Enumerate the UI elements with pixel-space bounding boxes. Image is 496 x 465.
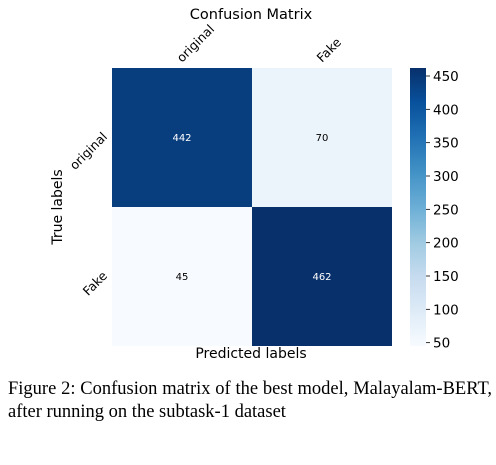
cell-value-label: 462 [312,272,331,283]
chart-title: Confusion Matrix [190,7,313,23]
heatmap-cell [252,68,392,207]
colorbar-ticks: 50 100 150 200 250 300 350 400 450 [426,69,459,352]
heatmap-cells: 442 70 45 462 [112,68,392,346]
heatmap-cell [112,68,252,207]
cell-value-label: 70 [316,133,329,144]
cell-value-label: 45 [176,272,189,283]
colorbar-tick-label: 400 [433,102,459,118]
figure-caption: Figure 2: Confusion matrix of the best m… [8,379,492,422]
heatmap-cell [112,207,252,346]
x-tick-label: Fake [314,34,345,65]
x-tick-label: original [174,21,218,65]
colorbar-tick-label: 50 [433,336,450,352]
y-tick-labels: original Fake [66,129,110,299]
colorbar-tick-label: 350 [433,136,459,152]
confusion-matrix-chart: Confusion Matrix 442 70 45 462 original Fake… [50,7,459,362]
colorbar-tick-label: 250 [433,202,459,218]
y-axis-label: True labels [50,169,66,245]
x-axis-label: Predicted labels [195,346,306,362]
y-tick-label: original [66,129,110,173]
colorbar-tick-label: 200 [433,236,459,252]
colorbar [410,68,426,346]
y-tick-label: Fake [80,268,111,299]
colorbar-tick-label: 100 [433,302,459,318]
heatmap-cell [252,207,392,346]
colorbar-tick-label: 450 [433,69,459,85]
x-tick-labels: original Fake [174,21,345,65]
colorbar-tick-label: 300 [433,169,459,185]
colorbar-tick-label: 150 [433,269,459,285]
cell-value-label: 442 [172,133,191,144]
